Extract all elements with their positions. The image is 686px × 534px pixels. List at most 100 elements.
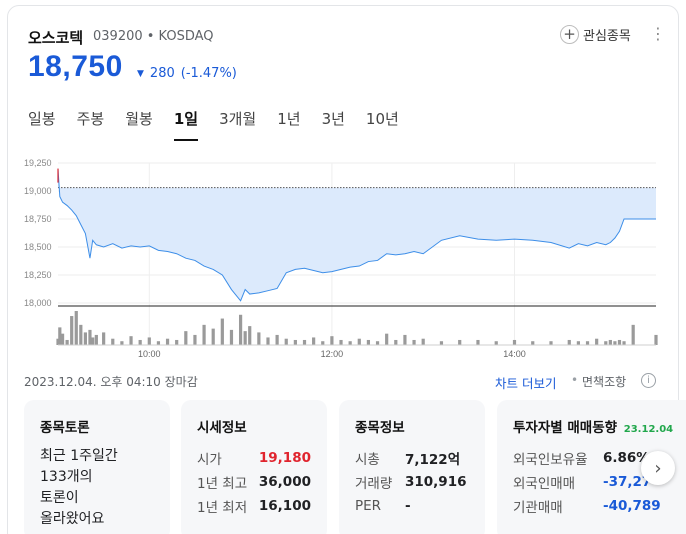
investor-row-institution-trade: 기관매매 -40,789 — [513, 494, 686, 518]
investor-label: 기관매매 — [513, 500, 563, 516]
investor-value: -37,27 — [603, 474, 652, 490]
favorite-button[interactable]: + 관심종목 — [560, 25, 631, 44]
volume-bar — [476, 339, 480, 345]
volume-bar — [512, 339, 517, 345]
volume-bar — [266, 337, 270, 345]
volume-bar — [165, 338, 170, 345]
quote-row-open: 시가 19,180 — [197, 446, 311, 470]
info-value: - — [405, 498, 411, 514]
volume-bar — [129, 336, 133, 345]
volume-bar — [275, 334, 279, 345]
tab-period[interactable]: 월봉 — [125, 110, 153, 128]
down-arrow-icon: ▼ — [137, 68, 144, 79]
quote-label: 1년 최저 — [197, 500, 248, 516]
tab-period[interactable]: 1년 — [277, 110, 301, 128]
stock-code-market: 039200 • KOSDAQ — [93, 29, 214, 44]
info-label: PER — [355, 498, 382, 514]
volume-bar — [91, 337, 95, 345]
volume-bar — [65, 339, 69, 345]
info-row-per: PER - — [355, 494, 469, 518]
stock-name[interactable]: 오스코텍 — [28, 29, 84, 47]
volume-bar — [366, 339, 371, 345]
investor-value: 6.86% — [603, 450, 650, 466]
volume-bar — [88, 329, 92, 345]
volume-bar — [375, 341, 380, 345]
investor-value: -40,789 — [603, 498, 661, 514]
price-change: ▼ 280 (-1.47%) — [137, 66, 237, 81]
intraday-chart: 19,250 19,000 18,750 18,500 18,250 18,000 10:0… — [24, 148, 660, 364]
link-separator: • — [571, 373, 579, 387]
price-line — [57, 168, 656, 302]
volume-bar — [202, 324, 206, 345]
info-title: 종목정보 — [355, 420, 405, 436]
investor-title-text: 투자자별 매매동향 — [513, 420, 618, 436]
volume-bar — [339, 339, 343, 345]
discussion-line: 133개의 — [40, 469, 93, 485]
volume-bar — [330, 336, 334, 345]
volume-bar — [120, 341, 124, 345]
discussion-line: 올라왔어요 — [40, 511, 105, 527]
volume-bar — [613, 341, 617, 345]
volume-bar — [531, 341, 535, 345]
volume-bar — [321, 341, 325, 345]
discussion-line: 토론이 — [40, 490, 79, 506]
volume-bar — [257, 332, 261, 345]
volume-bar — [184, 331, 188, 345]
info-label: 거래량 — [355, 476, 393, 492]
volume-bar — [617, 339, 622, 345]
tab-period[interactable]: 10년 — [365, 110, 399, 128]
tab-period[interactable]: 3개월 — [219, 110, 257, 128]
investor-row-foreign-trade: 외국인매매 -37,27 — [513, 470, 686, 494]
volume-bar — [74, 311, 78, 345]
volume-bar — [604, 341, 608, 345]
volume-bar — [302, 339, 307, 345]
volume-bar — [654, 334, 658, 345]
volume-bar — [156, 341, 161, 345]
investor-title: 투자자별 매매동향 23.12.04 — [513, 416, 686, 436]
plus-icon: + — [560, 25, 579, 44]
tab-period[interactable]: 1일 — [173, 108, 199, 141]
volume-bar — [567, 339, 571, 345]
quote-value: 36,000 — [258, 474, 311, 490]
volume-bar — [549, 341, 553, 345]
investor-row-foreign-ratio: 외국인보유율 6.86% — [513, 446, 686, 470]
volume-bar — [631, 324, 635, 345]
info-value: 7,122억 — [405, 452, 461, 468]
volume-bar — [585, 341, 590, 345]
volume-bar — [83, 332, 87, 345]
volume-bar — [412, 339, 416, 345]
volume-bar — [248, 326, 252, 345]
chevron-right-icon: › — [654, 457, 662, 479]
more-options-icon[interactable]: ⋮ — [650, 24, 666, 43]
discussion-panel[interactable]: 종목토론 최근 1주일간 133개의 토론이 올라왔어요 — [24, 400, 170, 534]
volume-bar — [608, 339, 612, 345]
current-price: 18,750 — [28, 50, 123, 83]
info-row-marketcap: 시총 7,122억 — [355, 446, 469, 470]
chart-more-link[interactable]: 차트 더보기 — [495, 376, 557, 391]
volume-bar — [421, 338, 425, 345]
volume-bar — [458, 339, 462, 345]
volume-bar — [622, 341, 626, 345]
info-icon[interactable]: i — [641, 373, 656, 388]
volume-bar — [357, 338, 361, 345]
favorite-label: 관심종목 — [583, 29, 631, 44]
x-tick-label: 12:00 — [321, 349, 344, 359]
disclaimer-link[interactable]: 면책조항 — [582, 375, 627, 389]
tab-period[interactable]: 3년 — [321, 110, 345, 128]
market-timestamp: 2023.12.04. 오후 04:10 장마감 — [24, 375, 198, 389]
y-tick-label: 18,000 — [24, 298, 52, 308]
investor-label: 외국인매매 — [513, 476, 576, 492]
tab-period[interactable]: 일봉 — [28, 110, 56, 128]
quote-panel[interactable]: 시세정보 시가 19,180 1년 최고 36,000 1년 최저 16,100 — [181, 400, 327, 534]
next-panel-button[interactable]: › — [641, 451, 675, 485]
discussion-title: 종목토론 — [40, 420, 90, 436]
quote-row-high: 1년 최고 36,000 — [197, 470, 311, 494]
period-tabs: 일봉 주봉 월봉 1일 3개월 1년 3년 10년 — [28, 108, 420, 141]
volume-bar — [595, 338, 599, 345]
discussion-line: 최근 1주일간 — [40, 448, 118, 464]
quote-title: 시세정보 — [197, 420, 247, 436]
discussion-text: 최근 1주일간 133개의 토론이 올라왔어요 — [40, 446, 154, 530]
volume-bar — [138, 339, 142, 345]
info-panel[interactable]: 종목정보 시총 7,122억 거래량 310,916 PER - — [339, 400, 485, 534]
tab-period[interactable]: 주봉 — [76, 110, 105, 128]
